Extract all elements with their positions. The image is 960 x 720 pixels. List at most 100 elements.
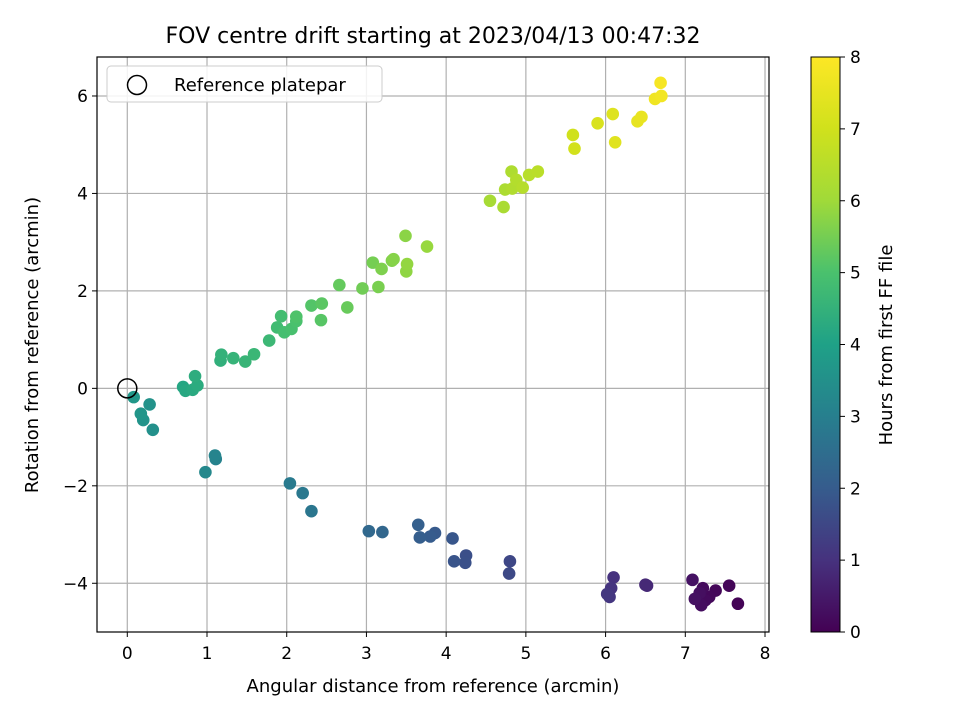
- colorbar-tick-label: 5: [850, 264, 861, 284]
- data-point: [387, 252, 400, 266]
- data-point: [127, 390, 140, 404]
- data-point: [411, 518, 425, 532]
- grid: [97, 57, 769, 632]
- data-point: [568, 142, 581, 155]
- data-point: [262, 334, 276, 347]
- colorbar-tick-label: 8: [850, 48, 861, 68]
- data-point: [362, 524, 376, 538]
- data-point: [376, 525, 389, 539]
- y-tick-label: 2: [77, 282, 88, 302]
- data-point: [447, 555, 461, 568]
- y-axis-ticks: −4 −2 0 2 4 6: [63, 87, 97, 594]
- data-point: [483, 194, 497, 208]
- y-tick-label: −4: [63, 574, 88, 594]
- data-point: [591, 116, 604, 130]
- data-point: [134, 407, 148, 420]
- data-point: [688, 592, 702, 606]
- x-tick-label: 6: [600, 644, 611, 664]
- x-tick-label: 1: [202, 644, 213, 664]
- colorbar-tick-label: 3: [850, 407, 861, 427]
- x-tick-label: 4: [441, 644, 452, 664]
- data-points: [117, 76, 745, 612]
- data-point: [366, 256, 380, 269]
- data-point: [635, 110, 648, 124]
- data-point: [731, 597, 745, 611]
- chart-title: FOV centre drift starting at 2023/04/13 …: [166, 24, 701, 49]
- x-tick-label: 7: [680, 644, 691, 664]
- data-point: [274, 309, 288, 323]
- data-point: [208, 449, 222, 462]
- colorbar-tick-label: 4: [850, 336, 861, 356]
- data-point: [639, 578, 652, 592]
- colorbar-tick-label: 2: [850, 479, 861, 499]
- data-point: [458, 556, 472, 570]
- data-point: [655, 89, 668, 103]
- data-point: [531, 165, 545, 178]
- data-point: [400, 257, 414, 271]
- data-point: [375, 262, 388, 276]
- data-point: [356, 282, 369, 295]
- reference-point-marker: [117, 378, 138, 399]
- x-axis-ticks: 0 1 2 3 4 5 6 7 8: [122, 632, 771, 664]
- x-axis-label: Angular distance from reference (arcmin): [247, 676, 620, 697]
- data-point: [314, 313, 328, 327]
- colorbar-tick-label: 1: [850, 551, 861, 571]
- data-point: [199, 465, 212, 479]
- data-point: [516, 181, 529, 194]
- data-point: [305, 299, 318, 312]
- data-point: [289, 310, 303, 324]
- data-point: [296, 486, 309, 500]
- data-point: [503, 555, 517, 568]
- y-tick-label: 4: [77, 184, 88, 204]
- data-point: [215, 348, 228, 362]
- data-point: [654, 76, 667, 90]
- data-point: [446, 532, 459, 545]
- data-point: [600, 587, 614, 601]
- data-point: [238, 355, 252, 368]
- data-point: [146, 423, 160, 437]
- data-point: [283, 477, 297, 490]
- data-point: [608, 135, 622, 149]
- data-point: [341, 301, 354, 314]
- data-point: [420, 240, 434, 253]
- y-tick-label: 0: [77, 379, 88, 399]
- x-tick-label: 2: [281, 644, 292, 664]
- data-point: [305, 504, 318, 518]
- data-point: [143, 398, 156, 411]
- y-tick-label: −2: [63, 477, 88, 497]
- data-point: [502, 567, 516, 580]
- colorbar-gradient: [810, 56, 841, 633]
- x-tick-label: 0: [122, 644, 133, 664]
- y-tick-label: 6: [77, 87, 88, 107]
- data-point: [399, 229, 412, 243]
- data-point: [423, 530, 437, 543]
- data-point: [686, 573, 699, 587]
- legend-marker-reference: [126, 74, 148, 96]
- data-point: [606, 107, 620, 121]
- data-point: [247, 347, 261, 361]
- colorbar-label: Hours from first FF file: [876, 245, 897, 446]
- x-tick-label: 5: [520, 644, 531, 664]
- data-point: [566, 128, 580, 142]
- data-point: [188, 369, 202, 383]
- data-point: [413, 531, 427, 544]
- plot-frame: [96, 56, 770, 633]
- data-point: [227, 351, 240, 365]
- colorbar-tick-label: 6: [850, 192, 861, 212]
- legend-entry-reference: Reference platepar: [174, 75, 346, 96]
- x-tick-label: 3: [361, 644, 372, 664]
- colorbar-tick-label: 0: [850, 623, 861, 643]
- data-point: [315, 297, 329, 310]
- colorbar-tick-label: 7: [850, 120, 861, 140]
- data-point: [372, 280, 385, 294]
- data-point: [333, 278, 346, 292]
- y-axis-label: Rotation from reference (arcmin): [22, 197, 43, 493]
- legend: Reference platepar: [106, 65, 383, 103]
- colorbar-ticks: 0 1 2 3 4 5 6 7 8: [840, 48, 861, 643]
- colorbar: 0 1 2 3 4 5 6 7 8 Hours from first FF file: [810, 48, 897, 643]
- x-tick-label: 8: [760, 644, 771, 664]
- data-point: [722, 579, 736, 593]
- legend-box: [106, 65, 383, 103]
